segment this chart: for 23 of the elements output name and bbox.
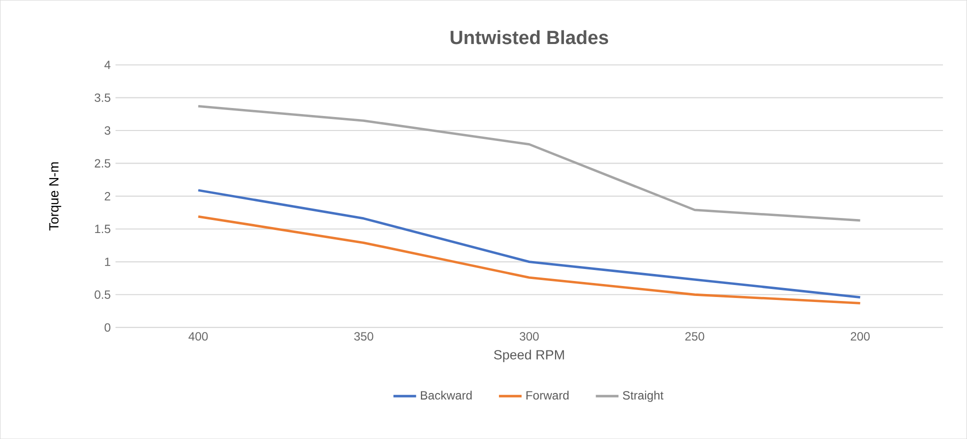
x-tick-label: 300 <box>520 332 539 341</box>
x-axis-title: Speed RPM <box>494 350 564 362</box>
chart-title: Untwisted Blades <box>450 30 608 44</box>
y-tick-label: 2.5 <box>94 159 110 168</box>
y-tick-label: 0.5 <box>94 290 110 299</box>
legend-label: Straight <box>622 390 664 402</box>
x-tick-label: 250 <box>685 332 704 341</box>
legend-label: Backward <box>420 390 472 400</box>
y-tick-label: 4 <box>104 60 110 69</box>
y-axis-title: Torque N-m <box>49 162 62 230</box>
y-tick-label: 0 <box>104 323 110 332</box>
x-tick-label: 350 <box>354 332 374 341</box>
y-tick-label: 2 <box>104 192 110 200</box>
legend-label: Forward <box>526 390 569 400</box>
line-series <box>197 215 862 304</box>
y-tick-label: 3 <box>104 126 110 135</box>
line-series <box>197 188 862 298</box>
line-series <box>197 104 862 222</box>
x-tick-label: 400 <box>188 332 208 341</box>
y-tick-label: 1 <box>105 258 110 266</box>
y-tick-label: 3.5 <box>94 93 110 102</box>
y-tick-label: 1.5 <box>95 224 110 234</box>
x-tick-label: 200 <box>850 332 870 341</box>
